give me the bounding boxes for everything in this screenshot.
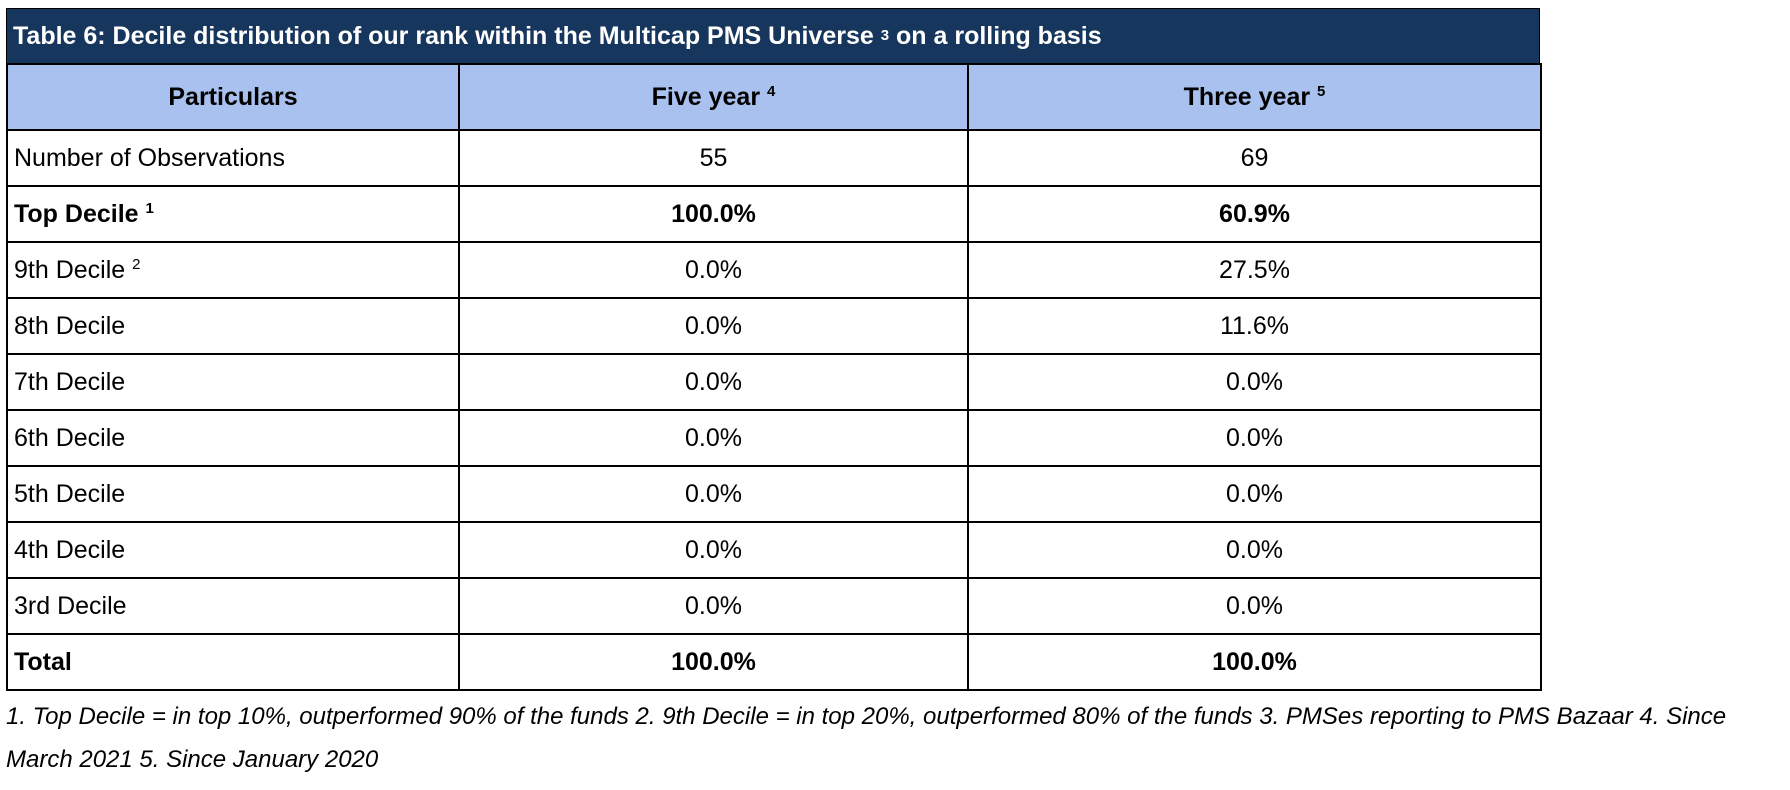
decile-distribution-table: Particulars Five year 4 Three year 5 Num… — [6, 63, 1542, 691]
three-year-value: 27.5% — [967, 241, 1542, 299]
table-row: 5th Decile 0.0% 0.0% — [6, 465, 1542, 523]
table-title: Table 6: Decile distribution of our rank… — [6, 8, 1540, 63]
row-label-cell: 3rd Decile — [6, 577, 460, 635]
row-label: 5th Decile — [14, 479, 126, 508]
row-label-cell: Top Decile 1 — [6, 185, 460, 243]
footnote-marker: 4 — [767, 82, 776, 100]
row-label: Top Decile — [14, 199, 139, 228]
column-header-five-year: Five year 4 — [458, 63, 969, 131]
row-label: Total — [14, 647, 72, 676]
header-row: Particulars Five year 4 Three year 5 — [6, 63, 1542, 131]
three-year-value: 100.0% — [967, 633, 1542, 691]
five-year-value: 0.0% — [458, 297, 969, 355]
table-row: Total 100.0% 100.0% — [6, 633, 1542, 691]
footnote-marker: 5 — [1317, 82, 1326, 100]
row-label: 6th Decile — [14, 423, 126, 452]
table-row: 8th Decile 0.0% 11.6% — [6, 297, 1542, 355]
column-header-three-year: Three year 5 — [967, 63, 1542, 131]
five-year-value: 0.0% — [458, 241, 969, 299]
row-label: 7th Decile — [14, 367, 126, 396]
five-year-value: 0.0% — [458, 577, 969, 635]
row-label: 4th Decile — [14, 535, 126, 564]
row-label: Number of Observations — [14, 143, 285, 172]
three-year-value: 0.0% — [967, 521, 1542, 579]
three-year-value: 60.9% — [967, 185, 1542, 243]
row-label-cell: 9th Decile 2 — [6, 241, 460, 299]
five-year-value: 100.0% — [458, 185, 969, 243]
five-year-value: 55 — [458, 129, 969, 187]
row-label: 8th Decile — [14, 311, 126, 340]
table-title-text: Table 6: Decile distribution of our rank… — [13, 21, 874, 50]
table-body: Number of Observations 55 69 Top Decile 1 10… — [6, 129, 1542, 691]
footnote-marker: 1 — [145, 199, 154, 217]
three-year-value: 0.0% — [967, 353, 1542, 411]
three-year-value: 69 — [967, 129, 1542, 187]
row-label-cell: 6th Decile — [6, 409, 460, 467]
row-label-cell: Total — [6, 633, 460, 691]
three-year-value: 0.0% — [967, 465, 1542, 523]
three-year-value: 11.6% — [967, 297, 1542, 355]
table-row: 3rd Decile 0.0% 0.0% — [6, 577, 1542, 635]
row-label-cell: 7th Decile — [6, 353, 460, 411]
five-year-value: 0.0% — [458, 353, 969, 411]
three-year-value: 0.0% — [967, 577, 1542, 635]
column-header-particulars: Particulars — [6, 63, 460, 131]
document-page: Table 6: Decile distribution of our rank… — [6, 8, 1726, 781]
table-row: 4th Decile 0.0% 0.0% — [6, 521, 1542, 579]
row-label: 3rd Decile — [14, 591, 127, 620]
row-label-cell: 5th Decile — [6, 465, 460, 523]
table-row: 6th Decile 0.0% 0.0% — [6, 409, 1542, 467]
row-label-cell: 8th Decile — [6, 297, 460, 355]
footnote-marker: 2 — [132, 255, 141, 273]
five-year-value: 0.0% — [458, 409, 969, 467]
table-title-suffix: on a rolling basis — [889, 21, 1102, 50]
row-label: 9th Decile — [14, 255, 126, 284]
table-row: Number of Observations 55 69 — [6, 129, 1542, 187]
table-row: Top Decile 1 100.0% 60.9% — [6, 185, 1542, 243]
five-year-value: 0.0% — [458, 521, 969, 579]
row-label-cell: 4th Decile — [6, 521, 460, 579]
row-label-cell: Number of Observations — [6, 129, 460, 187]
table-row: 9th Decile 2 0.0% 27.5% — [6, 241, 1542, 299]
five-year-value: 0.0% — [458, 465, 969, 523]
table-row: 7th Decile 0.0% 0.0% — [6, 353, 1542, 411]
three-year-value: 0.0% — [967, 409, 1542, 467]
five-year-value: 100.0% — [458, 633, 969, 691]
table-footnote: 1. Top Decile = in top 10%, outperformed… — [6, 703, 1727, 773]
